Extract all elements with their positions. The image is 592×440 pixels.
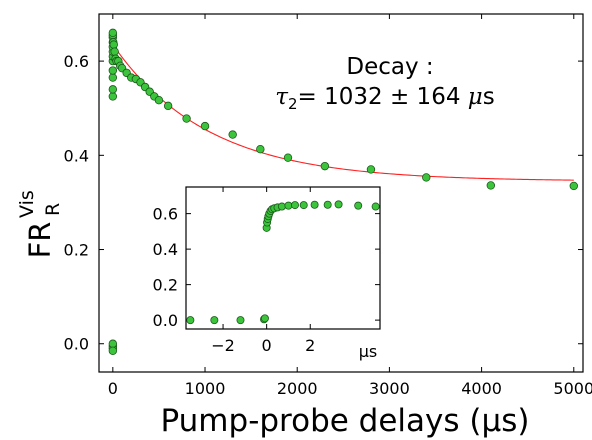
- data-point: [200, 121, 210, 131]
- data-point: [236, 316, 245, 325]
- data-point: [486, 181, 496, 190]
- x-axis-label: Pump-probe delays (µs): [161, 403, 530, 439]
- inset-x-axis: −2 0 2: [211, 187, 315, 355]
- data-point: [256, 144, 265, 154]
- y-tick-label: 0.0: [64, 335, 89, 354]
- inset-plot-frame: [185, 186, 381, 330]
- inset-y-axis: 0.0 0.2 0.4 0.6: [153, 205, 380, 330]
- annotation-value: = 1032 ± 164: [298, 84, 468, 110]
- x-tick-label: 5000: [553, 379, 592, 398]
- y-tick-label: 0.4: [153, 240, 178, 259]
- fit-curve-group: [112, 44, 574, 181]
- data-point: [323, 200, 332, 209]
- y-axis-label: FR Vis R: [16, 190, 64, 258]
- y-tick-label: 0.4: [64, 146, 89, 165]
- data-point: [569, 181, 578, 191]
- data-point: [108, 346, 118, 355]
- inset-x-axis-label: µs: [359, 342, 378, 361]
- data-point: [110, 47, 119, 56]
- data-point: [366, 165, 376, 174]
- data-point: [154, 95, 164, 105]
- y-axis-label-sub: R: [42, 203, 64, 216]
- y-tick-label: 0.0: [153, 311, 178, 330]
- data-point: [163, 101, 173, 111]
- data-point: [260, 314, 269, 323]
- data-point: [108, 73, 118, 82]
- inset-background: [186, 187, 380, 329]
- data-point: [108, 92, 118, 101]
- annotation-line2: τ2= 1032 ± 164 μs: [275, 84, 494, 113]
- data-point: [284, 201, 293, 210]
- data-point: [299, 201, 308, 210]
- data-point: [422, 173, 431, 182]
- data-point: [228, 130, 237, 139]
- inset-data-points: [186, 200, 380, 325]
- data-point: [371, 202, 380, 211]
- data-point: [108, 85, 118, 94]
- main-data-points: [108, 28, 578, 355]
- x-tick-label: 2000: [277, 379, 318, 398]
- y-tick-label: 0.6: [64, 52, 89, 71]
- annotation-tau-sub: 2: [288, 95, 298, 113]
- data-point: [283, 153, 293, 162]
- annotation-line1: Decay :: [346, 54, 433, 80]
- data-point: [210, 316, 219, 325]
- data-point: [108, 66, 118, 75]
- data-point: [290, 201, 299, 210]
- x-tick-label: 2: [305, 336, 315, 355]
- annotation-tau: τ: [275, 84, 289, 110]
- y-tick-label: 0.6: [153, 205, 178, 224]
- main-y-axis: 0.0 0.2 0.4 0.6: [64, 52, 583, 354]
- data-point: [109, 40, 118, 49]
- x-tick-label: −2: [211, 336, 235, 355]
- data-point: [310, 200, 319, 209]
- y-axis-label-main: FR: [23, 222, 57, 259]
- data-point: [354, 201, 363, 210]
- data-point: [108, 339, 118, 348]
- data-point: [320, 161, 330, 171]
- y-tick-label: 0.2: [153, 276, 178, 295]
- x-tick-label: 3000: [369, 379, 410, 398]
- x-tick-label: 0: [262, 336, 272, 355]
- x-tick-label: 1000: [185, 379, 226, 398]
- x-tick-label: 0: [108, 379, 118, 398]
- data-point: [277, 202, 286, 211]
- data-point: [108, 28, 118, 38]
- main-x-axis: 0 1000 2000 3000 4000 5000: [108, 14, 592, 398]
- fit-curve: [112, 44, 574, 181]
- y-axis-label-sup: Vis: [16, 190, 38, 218]
- svg-text:FR: FR: [23, 222, 57, 259]
- main-plot-frame: [98, 13, 584, 373]
- annotation-mu: μ: [468, 84, 483, 110]
- x-tick-label: 4000: [461, 379, 502, 398]
- data-point: [182, 114, 191, 123]
- y-tick-label: 0.2: [64, 241, 89, 260]
- data-point: [334, 200, 343, 209]
- data-point: [186, 316, 195, 325]
- annotation-unit: s: [483, 84, 495, 110]
